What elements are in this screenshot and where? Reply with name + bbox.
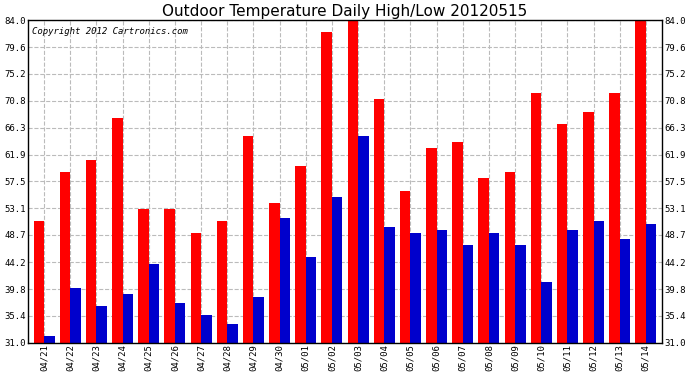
Bar bbox=[279, 218, 290, 343]
Bar bbox=[217, 221, 227, 343]
Bar bbox=[635, 20, 646, 343]
Bar bbox=[358, 136, 368, 343]
Bar bbox=[332, 196, 342, 343]
Bar bbox=[86, 160, 97, 343]
Bar bbox=[478, 178, 489, 343]
Bar bbox=[515, 245, 526, 343]
Bar bbox=[452, 142, 463, 343]
Bar bbox=[384, 227, 395, 343]
Bar bbox=[70, 288, 81, 343]
Bar bbox=[243, 136, 253, 343]
Bar bbox=[201, 315, 212, 343]
Bar bbox=[541, 282, 552, 343]
Bar bbox=[609, 93, 620, 343]
Bar bbox=[400, 190, 411, 343]
Bar bbox=[149, 264, 159, 343]
Bar bbox=[504, 172, 515, 343]
Bar bbox=[411, 233, 421, 343]
Bar bbox=[175, 303, 186, 343]
Bar bbox=[646, 224, 656, 343]
Bar bbox=[374, 99, 384, 343]
Bar bbox=[164, 209, 175, 343]
Bar bbox=[60, 172, 70, 343]
Bar bbox=[437, 230, 447, 343]
Bar bbox=[489, 233, 500, 343]
Bar bbox=[620, 239, 630, 343]
Bar bbox=[44, 336, 55, 343]
Bar bbox=[348, 14, 358, 343]
Bar bbox=[97, 306, 107, 343]
Bar bbox=[295, 166, 306, 343]
Bar bbox=[112, 118, 123, 343]
Bar bbox=[567, 230, 578, 343]
Bar bbox=[426, 148, 437, 343]
Bar bbox=[34, 221, 44, 343]
Bar bbox=[123, 294, 133, 343]
Bar bbox=[583, 111, 593, 343]
Title: Outdoor Temperature Daily High/Low 20120515: Outdoor Temperature Daily High/Low 20120… bbox=[162, 4, 528, 19]
Bar bbox=[138, 209, 149, 343]
Text: Copyright 2012 Cartronics.com: Copyright 2012 Cartronics.com bbox=[32, 27, 188, 36]
Bar bbox=[253, 297, 264, 343]
Bar bbox=[463, 245, 473, 343]
Bar bbox=[557, 124, 567, 343]
Bar bbox=[269, 203, 279, 343]
Bar bbox=[227, 324, 238, 343]
Bar bbox=[322, 33, 332, 343]
Bar bbox=[306, 258, 316, 343]
Bar bbox=[190, 233, 201, 343]
Bar bbox=[593, 221, 604, 343]
Bar bbox=[531, 93, 541, 343]
